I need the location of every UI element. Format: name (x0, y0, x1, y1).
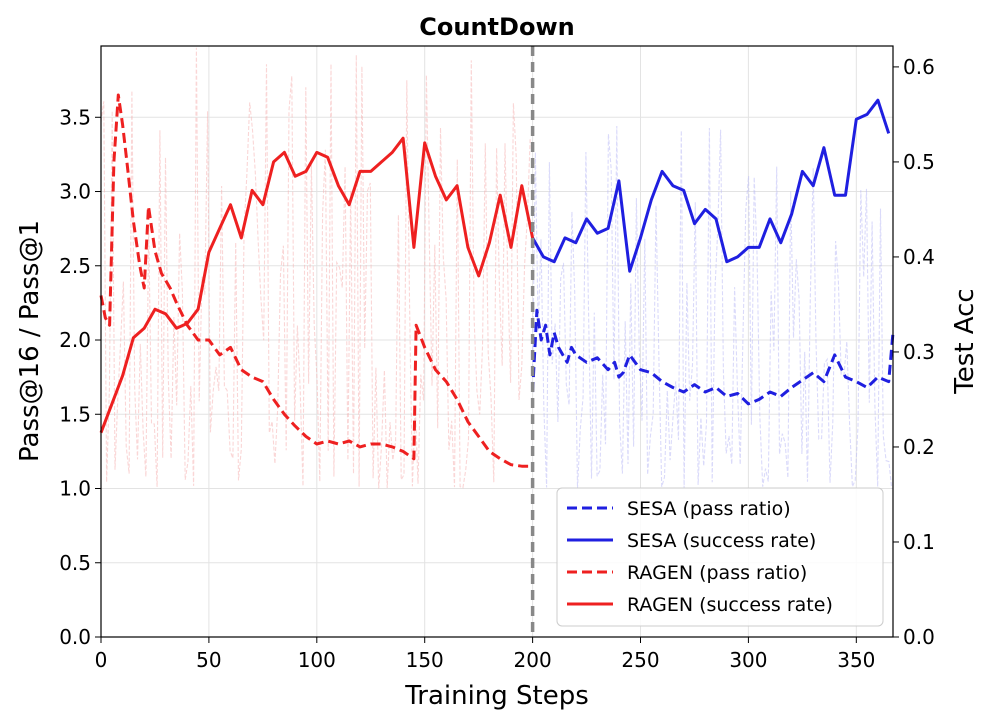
x-tick-label: 250 (621, 648, 659, 672)
left-tick-label: 3.5 (59, 105, 91, 129)
right-tick-label: 0.0 (903, 625, 935, 649)
left-tick-label: 0.5 (59, 551, 91, 575)
x-axis-label: Training Steps (404, 681, 589, 711)
legend-box (556, 487, 884, 627)
legend: SESA (pass ratio) SESA (success rate) RAGE… (556, 487, 884, 627)
right-axis-ticks: 0.0 0.1 0.2 0.3 0.4 0.5 0.6 (893, 55, 935, 649)
noise-trace (532, 125, 893, 489)
left-tick-label: 0.0 (59, 625, 91, 649)
series-lines (99, 93, 895, 468)
left-tick-label: 1.5 (59, 402, 91, 426)
x-tick-label: 350 (837, 648, 875, 672)
x-tick-label: 300 (729, 648, 767, 672)
series-line (531, 98, 891, 273)
series-line (99, 93, 533, 468)
right-axis-label: Test Acc (950, 288, 980, 394)
chart-title: CountDown (419, 13, 574, 41)
x-tick-label: 50 (196, 648, 221, 672)
noise-trace (100, 47, 531, 489)
right-tick-label: 0.2 (903, 435, 935, 459)
right-tick-label: 0.3 (903, 340, 935, 364)
legend-label: RAGEN (success rate) (627, 594, 833, 616)
left-tick-label: 2.0 (59, 328, 91, 352)
series-line (531, 308, 895, 406)
plot-frame (100, 45, 894, 638)
right-tick-label: 0.4 (903, 245, 935, 269)
legend-label: SESA (success rate) (627, 530, 816, 552)
left-axis-ticks: 0.0 0.5 1.0 1.5 2.0 2.5 3.0 3.5 (59, 105, 101, 649)
left-tick-label: 2.5 (59, 254, 91, 278)
x-axis-ticks: 0 50 100 150 200 250 300 350 (95, 637, 875, 672)
legend-label: SESA (pass ratio) (627, 498, 791, 520)
left-tick-label: 3.0 (59, 180, 91, 204)
x-tick-label: 200 (514, 648, 552, 672)
right-tick-label: 0.6 (903, 55, 935, 79)
x-tick-label: 0 (95, 648, 108, 672)
right-tick-label: 0.1 (903, 530, 935, 554)
background-noise-lines (100, 47, 893, 489)
series-line (99, 136, 535, 434)
x-tick-label: 100 (298, 648, 336, 672)
x-tick-label: 150 (406, 648, 444, 672)
right-tick-label: 0.5 (903, 150, 935, 174)
legend-label: RAGEN (pass ratio) (627, 562, 807, 584)
left-axis-label: Pass@16 / Pass@1 (15, 220, 45, 462)
left-tick-label: 1.0 (59, 477, 91, 501)
